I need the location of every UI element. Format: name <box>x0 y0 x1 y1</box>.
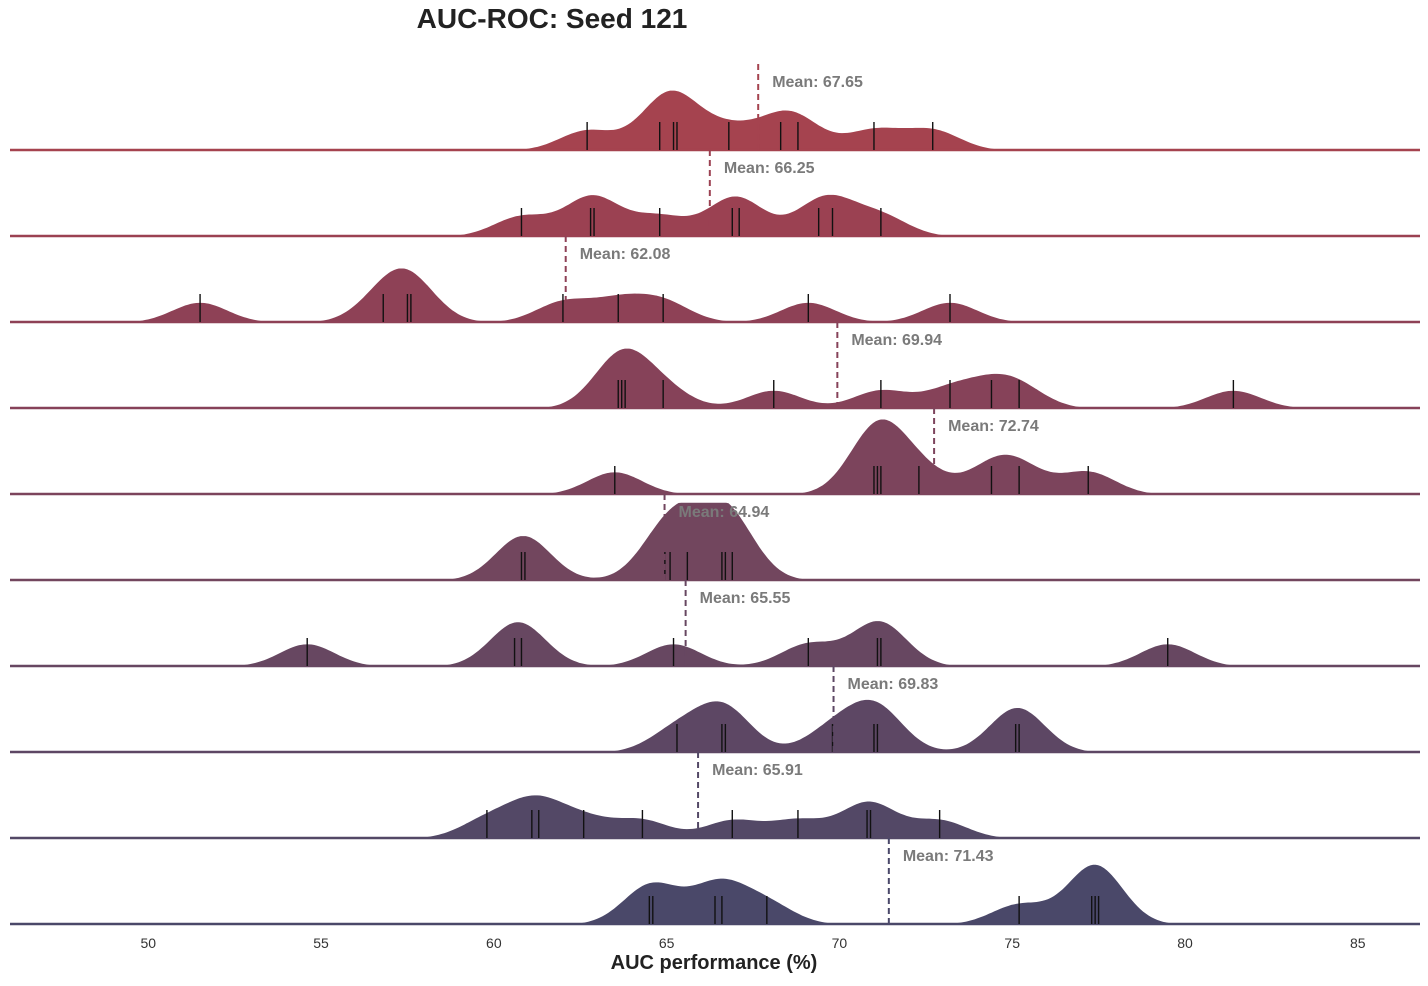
mean-label: Mean: 71.43 <box>903 848 994 865</box>
ridge-row: Mean: 64.94 <box>10 494 1420 582</box>
mean-label: Mean: 66.25 <box>724 160 815 177</box>
x-tick-label: 85 <box>1350 935 1366 951</box>
x-tick-label: 65 <box>659 935 675 951</box>
mean-label: Mean: 67.65 <box>772 74 863 91</box>
mean-label: Mean: 65.55 <box>700 590 791 607</box>
ridge-row: Mean: 69.83 <box>10 666 1420 754</box>
mean-label: Mean: 62.08 <box>580 246 671 263</box>
density-area <box>10 193 1420 237</box>
ridge-row: Mean: 62.08 <box>10 236 1420 324</box>
ridge-row: Mean: 72.74 <box>10 408 1420 496</box>
density-area <box>10 698 1420 753</box>
x-tick-label: 80 <box>1177 935 1193 951</box>
density-area <box>10 88 1420 151</box>
ridge-row: Mean: 65.91 <box>10 752 1420 840</box>
x-tick-label: 70 <box>832 935 848 951</box>
ridge-row: Mean: 69.94 <box>10 322 1420 410</box>
x-tick-label: 60 <box>486 935 502 951</box>
ridge-row: Mean: 65.55 <box>10 580 1420 668</box>
density-area <box>10 619 1420 667</box>
mean-label: Mean: 69.94 <box>851 332 942 349</box>
ridge-row: Mean: 71.43 <box>10 838 1420 926</box>
mean-label: Mean: 64.94 <box>679 504 770 521</box>
mean-label: Mean: 72.74 <box>948 418 1039 435</box>
x-axis-label: AUC performance (%) <box>610 952 818 974</box>
density-area <box>10 793 1420 839</box>
chart-title: AUC-ROC: Seed 121 <box>416 3 688 34</box>
mean-label: Mean: 69.83 <box>848 676 939 693</box>
x-tick-label: 55 <box>313 935 329 951</box>
x-tick-label: 75 <box>1004 935 1020 951</box>
mean-label: Mean: 65.91 <box>712 762 803 779</box>
density-area <box>10 266 1420 323</box>
x-tick-label: 50 <box>140 935 156 951</box>
ridge-row: Mean: 66.25 <box>10 150 1420 238</box>
density-area <box>10 346 1420 409</box>
density-area <box>10 417 1420 495</box>
ridge-row: Mean: 67.65 <box>10 64 1420 152</box>
